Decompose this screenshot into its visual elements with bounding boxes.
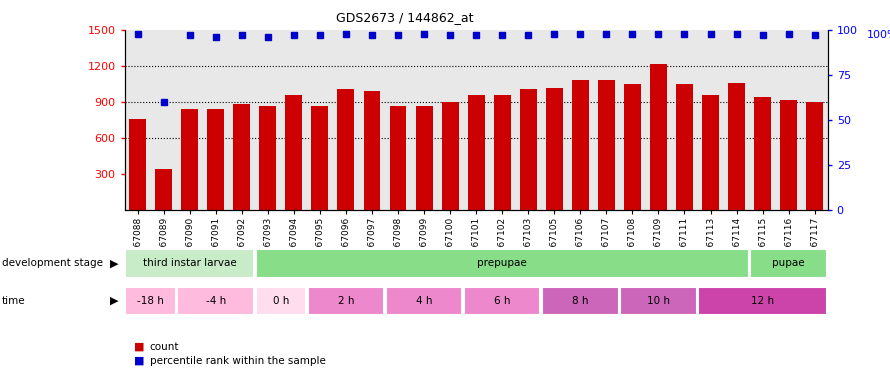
Bar: [129, 119, 146, 210]
Text: third instar larvae: third instar larvae: [142, 258, 237, 268]
Bar: [699, 286, 827, 315]
Text: pupae: pupae: [773, 258, 805, 268]
Bar: [520, 89, 537, 210]
Bar: [620, 286, 697, 315]
Bar: [676, 84, 693, 210]
Bar: [125, 286, 176, 315]
Text: -18 h: -18 h: [137, 296, 164, 306]
Bar: [598, 80, 615, 210]
Text: 12 h: 12 h: [751, 296, 774, 306]
Text: ▶: ▶: [109, 258, 118, 268]
Bar: [806, 102, 823, 210]
Bar: [464, 286, 540, 315]
Bar: [385, 286, 462, 315]
Bar: [728, 83, 745, 210]
Bar: [155, 169, 172, 210]
Bar: [207, 109, 224, 210]
Bar: [546, 88, 562, 210]
Bar: [255, 249, 748, 278]
Text: prepupae: prepupae: [477, 258, 527, 268]
Bar: [572, 80, 589, 210]
Bar: [750, 249, 827, 278]
Text: GDS2673 / 144862_at: GDS2673 / 144862_at: [336, 11, 473, 24]
Bar: [255, 286, 306, 315]
Text: time: time: [2, 296, 26, 306]
Bar: [624, 84, 641, 210]
Bar: [390, 106, 407, 210]
Text: 0 h: 0 h: [272, 296, 289, 306]
Text: -4 h: -4 h: [206, 296, 226, 306]
Bar: [312, 106, 328, 210]
Bar: [286, 95, 303, 210]
Bar: [494, 95, 511, 210]
Bar: [308, 286, 384, 315]
Text: percentile rank within the sample: percentile rank within the sample: [150, 356, 326, 366]
Text: 4 h: 4 h: [416, 296, 433, 306]
Text: development stage: development stage: [2, 258, 102, 268]
Text: 100%: 100%: [866, 30, 890, 40]
Text: 8 h: 8 h: [572, 296, 588, 306]
Bar: [754, 97, 771, 210]
Bar: [702, 95, 719, 210]
Text: 2 h: 2 h: [337, 296, 354, 306]
Bar: [363, 91, 380, 210]
Bar: [441, 102, 458, 210]
Bar: [337, 89, 354, 210]
Bar: [650, 64, 667, 210]
Bar: [781, 100, 797, 210]
Bar: [233, 104, 250, 210]
Bar: [182, 109, 198, 210]
Text: count: count: [150, 342, 179, 352]
Text: 10 h: 10 h: [647, 296, 670, 306]
Bar: [416, 106, 433, 210]
Bar: [259, 106, 276, 210]
Bar: [542, 286, 619, 315]
Text: 6 h: 6 h: [494, 296, 511, 306]
Text: ■: ■: [134, 342, 144, 352]
Text: ▶: ▶: [109, 296, 118, 306]
Text: ■: ■: [134, 356, 144, 366]
Bar: [177, 286, 254, 315]
Bar: [125, 249, 254, 278]
Bar: [467, 95, 485, 210]
